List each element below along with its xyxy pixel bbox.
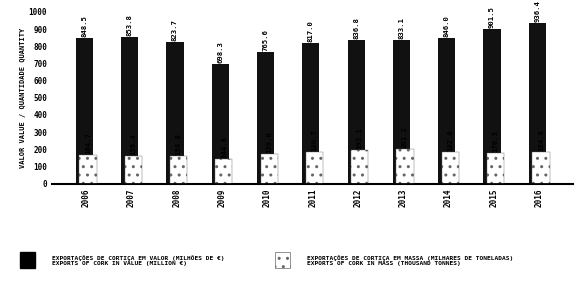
Text: 201.2: 201.2 [402,126,408,148]
Text: 817.0: 817.0 [308,20,314,42]
Bar [302,43,320,184]
Bar [124,156,142,184]
Bar [212,64,229,184]
Bar [532,152,549,184]
Text: 159.4: 159.4 [130,133,136,155]
FancyBboxPatch shape [275,252,290,268]
Text: 836.8: 836.8 [353,17,359,39]
Text: 180.7: 180.7 [312,130,317,152]
Text: 936.4: 936.4 [534,0,540,22]
Bar [121,37,138,184]
Bar [438,38,455,184]
Text: 184.8: 184.8 [538,129,544,151]
Bar [529,23,546,184]
Text: 193.1: 193.1 [357,128,363,149]
Bar [397,149,413,184]
Text: EXPORTAÇÕES DE CORTIÇA EM MASSA (MILHARES DE TONELADAS)
EXPORTS OF CORK IN MASS : EXPORTAÇÕES DE CORTIÇA EM MASSA (MILHARE… [307,255,513,266]
Bar [257,52,274,184]
Bar [166,42,184,184]
Text: 846.0: 846.0 [444,15,450,37]
Text: 144.8: 144.8 [221,136,227,158]
Text: 170.0: 170.0 [266,131,272,153]
Bar [306,152,323,184]
Y-axis label: VALOR VALUE / QUANTIDADE QUANTITY: VALOR VALUE / QUANTIDADE QUANTITY [20,28,26,168]
Text: 182.0: 182.0 [448,129,453,151]
Bar [215,159,233,184]
Text: EXPORTAÇÕES DE CORTIÇA EM VALOR (MILHÕES DE €)
EXPORTS OF CORK IN VALUE (MILLION: EXPORTAÇÕES DE CORTIÇA EM VALOR (MILHÕES… [52,255,225,266]
Bar [483,29,501,184]
Bar [347,40,365,184]
Bar [442,152,459,184]
Text: 698.3: 698.3 [217,41,223,63]
Text: 176.3: 176.3 [493,130,499,152]
Bar [76,38,93,184]
Text: 164.7: 164.7 [85,132,91,154]
Bar [393,41,410,184]
Text: 853.8: 853.8 [127,14,133,36]
Text: 833.1: 833.1 [398,17,404,39]
Text: 901.5: 901.5 [489,6,495,28]
Text: 848.5: 848.5 [82,15,87,37]
Bar [79,155,97,184]
Text: 158.8: 158.8 [175,133,182,155]
Bar [261,154,278,184]
Bar [351,150,368,184]
Text: 823.7: 823.7 [172,19,178,41]
Text: 765.6: 765.6 [262,29,269,51]
Bar [487,153,504,184]
FancyBboxPatch shape [20,252,35,268]
Bar [170,156,187,184]
